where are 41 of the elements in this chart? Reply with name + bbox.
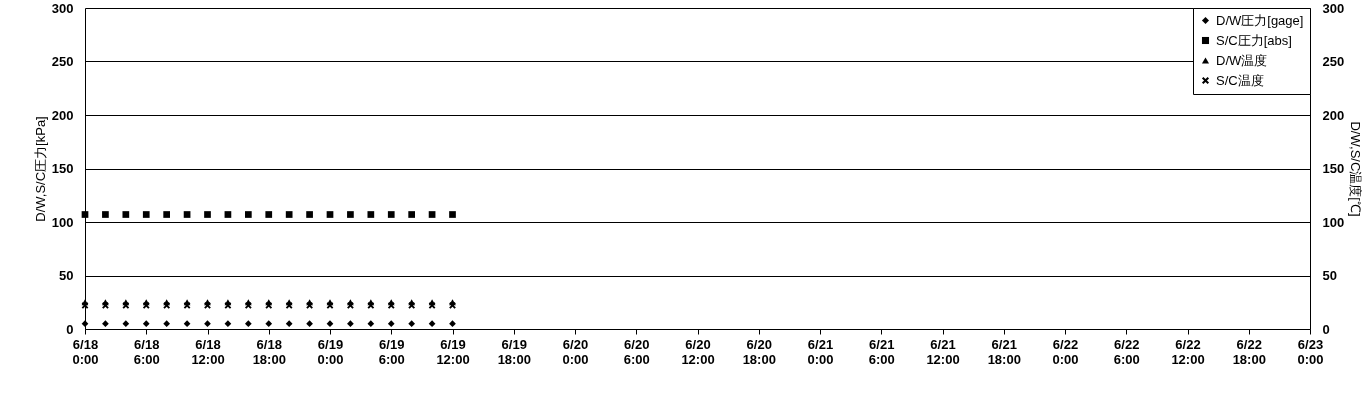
y-tick-label: 150	[51, 161, 74, 176]
x-tick-label: 6/20 18:00	[742, 336, 776, 367]
y2-tick-label: 200	[1322, 107, 1345, 123]
y-tick-label: 50	[59, 268, 74, 283]
y2-tick-label: 150	[1322, 161, 1345, 176]
y2-tick-label: 100	[1322, 214, 1345, 230]
x-tick-label: 6/22 12:00	[1171, 336, 1205, 367]
x-tick-label: 6/22 0:00	[1052, 336, 1079, 367]
x-tick-label: 6/21 0:00	[807, 336, 834, 367]
y-tick-label: 250	[51, 54, 74, 69]
legend-label: S/C温度	[1216, 72, 1264, 88]
x-tick-label: 6/20 6:00	[623, 336, 650, 367]
x-tick-label: 6/21 6:00	[868, 336, 895, 367]
legend-label: D/W圧力[gage]	[1216, 12, 1304, 28]
y-tick-label: 0	[66, 321, 74, 337]
legend-label: D/W温度	[1216, 52, 1268, 68]
x-tick-label: 6/21 18:00	[987, 336, 1021, 367]
y-tick-label: 100	[51, 214, 74, 230]
x-tick-label: 6/22 6:00	[1113, 336, 1140, 367]
x-tick-label: 6/20 0:00	[562, 336, 589, 367]
y2-axis-title: D/W,S/C温度[℃]	[1348, 121, 1364, 217]
x-tick-label: 6/18 0:00	[72, 336, 99, 367]
y-tick-label: 300	[51, 0, 74, 16]
x-tick-label: 6/19 18:00	[497, 336, 531, 367]
y2-tick-label: 0	[1322, 321, 1330, 337]
x-tick-label: 6/23 0:00	[1297, 336, 1324, 367]
x-tick-label: 6/18 6:00	[133, 336, 160, 367]
x-tick-label: 6/22 18:00	[1232, 336, 1266, 367]
y2-tick-label: 300	[1322, 0, 1345, 16]
x-tick-label: 6/20 12:00	[681, 336, 715, 367]
x-tick-label: 6/18 18:00	[252, 336, 286, 367]
legend-label: S/C圧力[abs]	[1216, 32, 1292, 48]
x-tick-label: 6/18 12:00	[191, 336, 225, 367]
x-tick-label: 6/19 0:00	[317, 336, 344, 367]
y-axis-title: D/W,S/C圧力[kPa]	[32, 116, 48, 222]
y-tick-label: 200	[51, 107, 74, 123]
x-tick-label: 6/21 12:00	[926, 336, 960, 367]
y2-tick-label: 250	[1322, 54, 1345, 69]
x-tick-label: 6/19 6:00	[378, 336, 405, 367]
x-tick-label: 6/19 12:00	[436, 336, 470, 367]
y2-tick-label: 50	[1322, 268, 1337, 283]
